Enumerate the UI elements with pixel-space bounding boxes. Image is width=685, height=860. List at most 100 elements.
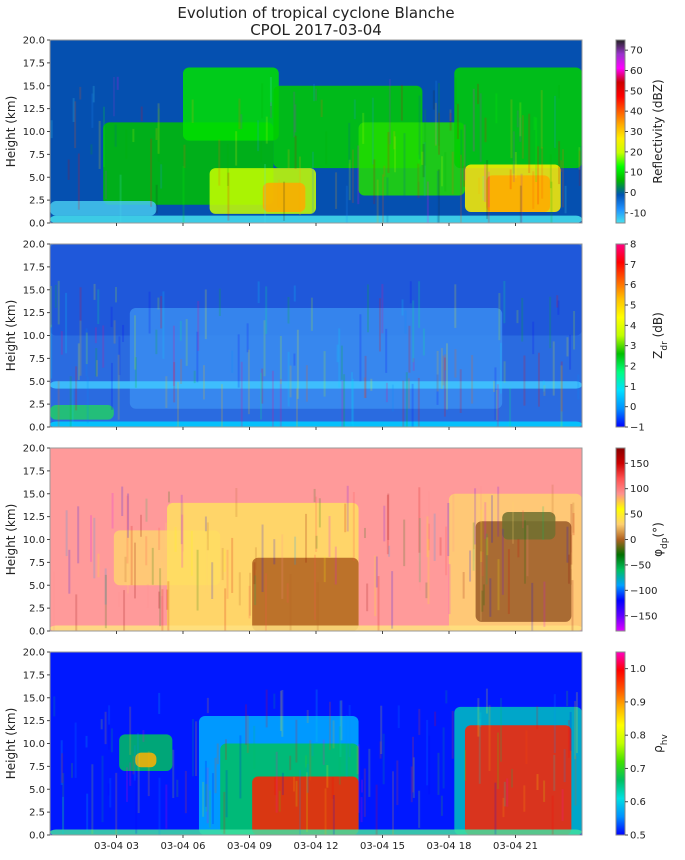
- heatmap-cell: [71, 388, 74, 427]
- heatmap-cell: [473, 560, 476, 619]
- y-axis-label: Height (km): [4, 300, 18, 371]
- y-tick-label: 15.0: [23, 693, 45, 704]
- heatmap-cell: [489, 578, 492, 617]
- heatmap-cell: [289, 574, 292, 631]
- heatmap-cell: [567, 720, 570, 758]
- heatmap-cell: [564, 185, 567, 214]
- heatmap-cell: [314, 554, 317, 621]
- heatmap-cell: [293, 285, 296, 302]
- heatmap-cell: [248, 585, 251, 619]
- heatmap-cell: [553, 754, 556, 791]
- heatmap-cell: [216, 743, 219, 765]
- heatmap-cell: [485, 688, 488, 714]
- heatmap-cell: [305, 365, 308, 402]
- heatmap-cell: [226, 549, 229, 599]
- heatmap-cell: [165, 376, 168, 408]
- y-tick-label: 12.5: [23, 716, 45, 727]
- heatmap-cell: [260, 372, 263, 420]
- heatmap-cell: [449, 112, 452, 131]
- heatmap-cell: [405, 372, 408, 427]
- heatmap-cell: [137, 753, 140, 814]
- heatmap-cell: [86, 793, 89, 832]
- heatmap-cell: [578, 150, 581, 186]
- heatmap-cell: [183, 144, 186, 169]
- heatmap-cell: [521, 510, 524, 529]
- heatmap-cell: [445, 343, 448, 410]
- heatmap-cell: [124, 556, 127, 583]
- heatmap-cell: [448, 564, 451, 615]
- heatmap-cell: [532, 171, 535, 209]
- heatmap-cell: [145, 536, 148, 566]
- figure-title-line1: Evolution of tropical cyclone Blanche: [177, 4, 454, 22]
- heatmap-cell: [373, 159, 376, 205]
- heatmap-cell: [478, 177, 481, 194]
- heatmap-cell: [155, 329, 158, 355]
- y-tick-label: 5.0: [29, 785, 45, 796]
- heatmap-cell: [77, 343, 80, 380]
- heatmap-cell: [160, 561, 163, 597]
- heatmap-cell: [247, 349, 250, 415]
- heatmap-cell: [85, 735, 88, 748]
- colorbar-label: Zdr (dB): [651, 312, 670, 359]
- colorbar-tick-label: −150: [630, 611, 657, 622]
- heatmap-cell: [507, 549, 510, 614]
- heatmap-cell: [480, 509, 483, 563]
- heatmap-cell: [265, 116, 268, 144]
- heatmap-cell: [549, 154, 552, 189]
- heatmap-cell: [110, 306, 113, 328]
- heatmap-cell: [479, 712, 482, 727]
- heatmap-cell: [486, 537, 489, 556]
- heatmap-cell: [486, 160, 489, 219]
- heatmap-cell: [412, 736, 415, 793]
- heatmap-cell: [326, 765, 329, 788]
- y-tick-label: 2.5: [29, 400, 45, 411]
- heatmap-cell: [79, 287, 82, 321]
- heatmap-cell: [74, 101, 77, 149]
- heatmap-cell: [497, 559, 500, 611]
- heatmap-cell: [257, 120, 260, 152]
- heatmap-cell: [316, 582, 319, 631]
- heatmap-cell: [440, 348, 443, 389]
- heatmap-cell: [94, 327, 97, 344]
- heatmap-cell: [263, 320, 266, 377]
- heatmap-cell: [332, 720, 335, 749]
- heatmap-cell: [332, 795, 335, 835]
- heatmap-cell: [90, 515, 93, 562]
- heatmap-cell: [274, 777, 277, 796]
- heatmap-cell: [331, 777, 334, 799]
- heatmap-cell: [245, 704, 248, 745]
- heatmap-cell: [148, 291, 151, 334]
- colorbar-label-subscript: dp: [660, 537, 670, 549]
- heatmap-cell: [296, 388, 299, 427]
- heatmap-cell: [227, 172, 230, 221]
- heatmap-cell: [226, 144, 229, 186]
- heatmap-region: [50, 215, 582, 223]
- heatmap-cell: [479, 486, 482, 523]
- heatmap-cell: [425, 582, 428, 599]
- heatmap-cell: [374, 555, 377, 617]
- heatmap-cell: [361, 779, 364, 793]
- heatmap-cell: [566, 690, 569, 707]
- heatmap-cell: [127, 493, 130, 538]
- heatmap-cell: [426, 516, 429, 557]
- heatmap-cell: [577, 374, 580, 400]
- heatmap-cell: [550, 181, 553, 223]
- heatmap-cell: [271, 370, 274, 427]
- heatmap-cell: [341, 381, 344, 427]
- heatmap-cell: [323, 351, 326, 397]
- colorbar-tick-label: 0.9: [630, 697, 646, 708]
- heatmap-cell: [95, 348, 98, 377]
- heatmap-cell: [61, 796, 64, 835]
- heatmap-cell: [253, 562, 256, 585]
- colorbar-tick-label: 50: [630, 510, 643, 521]
- heatmap-cell: [117, 592, 120, 607]
- heatmap-cell: [102, 106, 105, 168]
- heatmap-cell: [134, 315, 137, 370]
- heatmap-cell: [177, 382, 180, 427]
- heatmap-cell: [257, 281, 260, 304]
- y-tick-label: 15.0: [23, 489, 45, 500]
- heatmap-cell: [572, 513, 575, 536]
- heatmap-region: [252, 776, 359, 835]
- heatmap-cell: [511, 768, 514, 788]
- heatmap-cell: [381, 284, 384, 334]
